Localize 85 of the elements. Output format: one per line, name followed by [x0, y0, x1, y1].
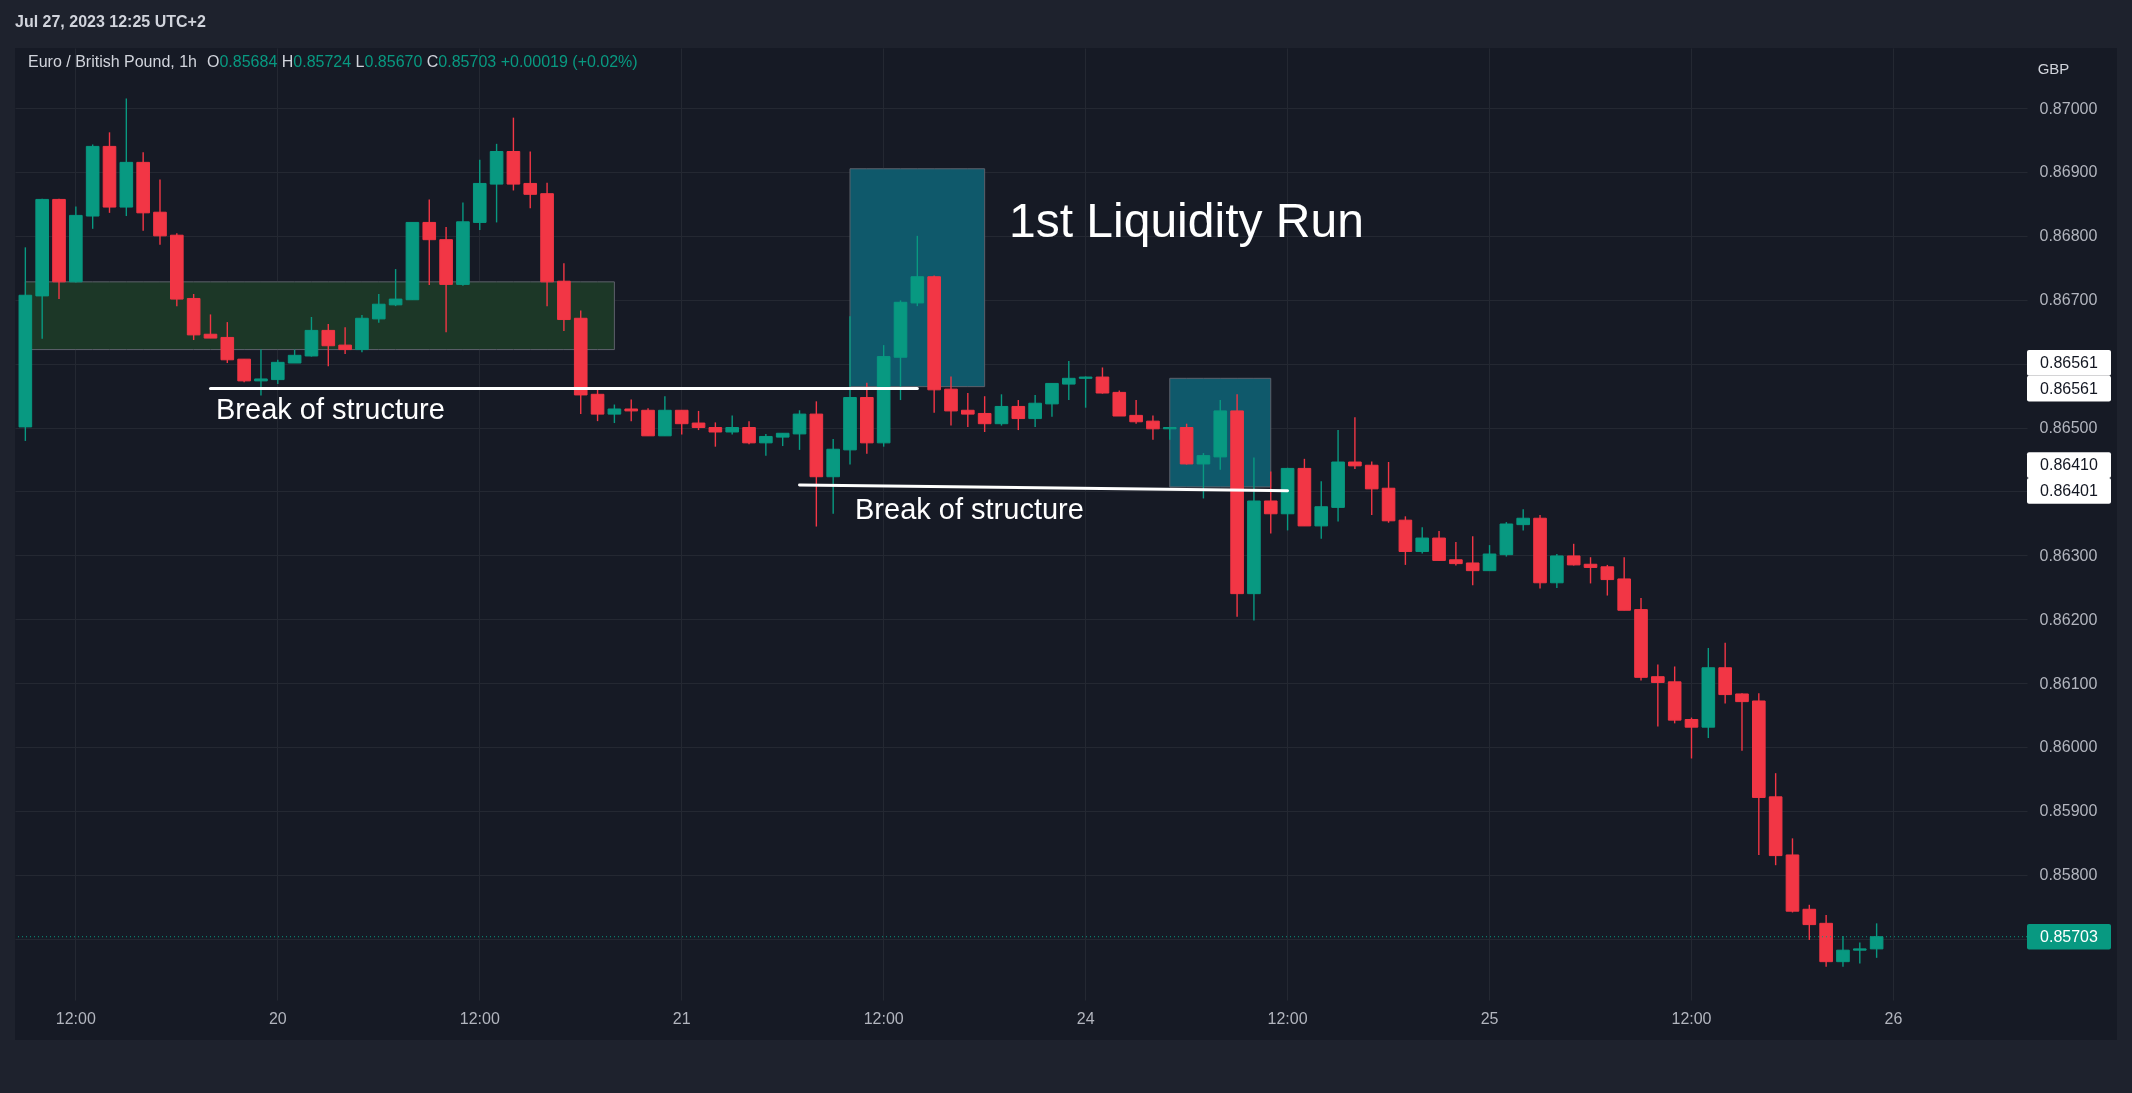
candlestick: [1028, 394, 1042, 428]
candlestick: [624, 398, 639, 422]
x-tick-label: 20: [268, 1009, 287, 1027]
candlestick: [1516, 508, 1531, 532]
candlestick: [607, 403, 622, 424]
candlestick: [708, 421, 723, 448]
annotation: 1st Liquidity Run: [1009, 194, 1364, 247]
text: 0.86561: [2040, 353, 2099, 371]
candlestick: [1684, 716, 1699, 760]
candlestick: [338, 326, 352, 355]
x-tick-label: 26: [1884, 1009, 1903, 1027]
x-tick-label: 25: [1480, 1009, 1499, 1027]
y-tick-label: 0.87000: [2039, 99, 2098, 117]
y-tick-label: 0.86700: [2039, 291, 2098, 309]
y-tick-label: 0.86900: [2039, 163, 2098, 181]
candlestick: [1482, 544, 1497, 572]
candlestick: [590, 388, 605, 422]
candlestick: [1852, 941, 1867, 965]
candlestick: [1802, 904, 1817, 941]
x-tick-label: 12:00: [55, 1009, 96, 1027]
ref-line-label: 0.85703: [2040, 927, 2099, 945]
candlestick: [1146, 414, 1160, 441]
text: 0.86410: [2040, 456, 2099, 474]
candlestick: [1314, 480, 1329, 540]
chart-title: Euro / British Pound, 1h: [28, 53, 197, 70]
candlestick: [994, 393, 1009, 427]
candlestick: [153, 178, 167, 246]
candlestick: [1432, 530, 1446, 562]
candlestick: [1651, 663, 1665, 728]
candlestick: [1566, 543, 1581, 567]
candlestick: [523, 150, 538, 210]
candlestick: [674, 409, 689, 436]
x-tick-label: 21: [672, 1009, 691, 1027]
candlestick: [1095, 366, 1110, 395]
annotation: Break of structure: [216, 393, 445, 425]
candlestick: [1735, 692, 1749, 752]
candlestick: [725, 414, 740, 436]
y-tick-label: 0.86000: [2039, 738, 2098, 756]
y-tick-label: 0.86100: [2039, 674, 2098, 692]
candlestick: [270, 359, 285, 385]
candlestick: [388, 268, 403, 307]
candlestick: [759, 433, 773, 457]
candlestick: [1045, 382, 1059, 418]
y-tick-label: 0.86200: [2039, 610, 2098, 628]
candlestick: [1112, 389, 1127, 417]
y-tick-label: 0.85800: [2039, 866, 2098, 884]
candlestick: [1263, 470, 1278, 535]
text: 0.86561: [2040, 379, 2099, 397]
candlestick: [1061, 360, 1076, 401]
y-axis-title: GBP: [2037, 59, 2070, 77]
candlestick: [792, 409, 807, 451]
candlestick: [1129, 399, 1143, 425]
candlestick: [371, 293, 386, 324]
candlestick: [944, 375, 958, 427]
y-tick-label: 0.85900: [2039, 802, 2098, 820]
x-tick-label: 12:00: [863, 1009, 904, 1027]
candlestick: [961, 392, 975, 428]
candlestick: [1415, 526, 1430, 555]
candlestick: [1465, 535, 1480, 587]
x-tick-label: 24: [1076, 1009, 1095, 1027]
text: 0.86401: [2040, 481, 2099, 499]
x-tick-label: 12:00: [1267, 1009, 1308, 1027]
candlestick: [203, 313, 218, 339]
candlestick: [1449, 541, 1463, 567]
x-tick-label: 12:00: [1671, 1009, 1712, 1027]
text: Jul 27, 2023 12:25 UTC+2: [15, 13, 206, 31]
text: O0.85684 H0.85724 L0.85670 C0.85703 +0.00019 (+0.02%): [206, 53, 638, 70]
y-tick-label: 0.86300: [2039, 546, 2098, 564]
candlestick: [1364, 460, 1379, 516]
candlestick: [1600, 564, 1615, 597]
y-tick-label: 0.86800: [2039, 227, 2098, 245]
x-tick-label: 12:00: [459, 1009, 500, 1027]
candlestick: [691, 410, 706, 431]
candlestick: [1078, 375, 1093, 409]
candlestick: [321, 323, 336, 367]
y-tick-label: 0.86500: [2039, 419, 2098, 437]
candlestick: [1196, 452, 1211, 500]
candlestick: [422, 198, 437, 286]
candlestick: [1011, 399, 1026, 431]
annotation: Break of structure: [855, 493, 1084, 525]
candlestick: [220, 321, 235, 364]
candlestick: [1583, 556, 1598, 585]
candlestick: [1348, 416, 1362, 470]
candlestick: [254, 348, 268, 397]
candlestick: [977, 395, 992, 433]
